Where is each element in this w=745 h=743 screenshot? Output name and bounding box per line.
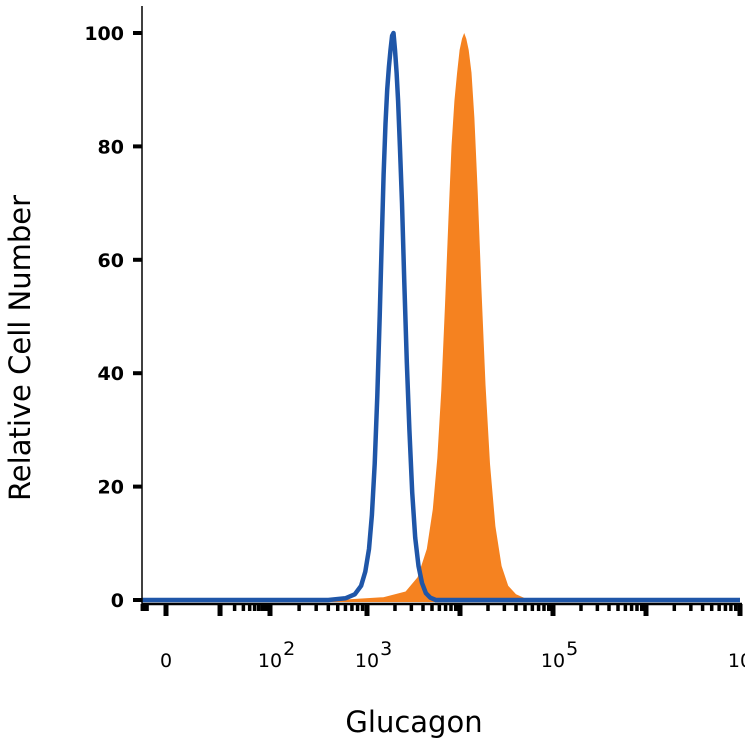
x-tick-label: 10 — [541, 650, 565, 672]
x-tick-label-group: 102 — [258, 638, 295, 672]
labels-layer: 0204060801000102103105107 — [84, 23, 745, 672]
series-filled-histogram — [142, 33, 740, 602]
y-tick-label-80: 80 — [98, 136, 124, 158]
x-tick-label: 10 — [258, 650, 282, 672]
ticks-layer — [133, 31, 743, 616]
series-outline-histogram — [142, 30, 740, 603]
y-tick-label-40: 40 — [98, 363, 124, 385]
x-axis-title: Glucagon — [345, 705, 482, 739]
x-tick-exponent: 5 — [566, 638, 578, 660]
y-axis-title: Relative Cell Number — [3, 195, 37, 501]
x-tick-label-group: 0 — [160, 650, 172, 672]
x-tick-label-group: 107 — [728, 650, 745, 672]
x-tick-exponent: 3 — [380, 638, 392, 660]
y-tick-label-60: 60 — [98, 250, 124, 272]
y-tick-label-20: 20 — [98, 477, 124, 499]
x-tick-label-group: 105 — [541, 638, 578, 672]
y-tick-label-0: 0 — [111, 590, 124, 612]
x-tick-label: 0 — [160, 650, 172, 672]
x-tick-label-group: 103 — [355, 638, 392, 672]
x-tick-label: 10 — [355, 650, 379, 672]
series-layer — [142, 30, 740, 603]
x-tick-label: 10 — [728, 650, 745, 672]
x-tick-exponent: 2 — [283, 638, 295, 660]
y-tick-label-100: 100 — [84, 23, 124, 45]
